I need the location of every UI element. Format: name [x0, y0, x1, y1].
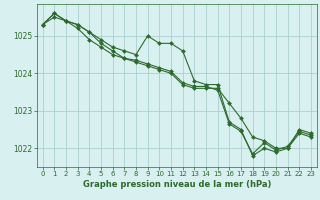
X-axis label: Graphe pression niveau de la mer (hPa): Graphe pression niveau de la mer (hPa) — [83, 180, 271, 189]
